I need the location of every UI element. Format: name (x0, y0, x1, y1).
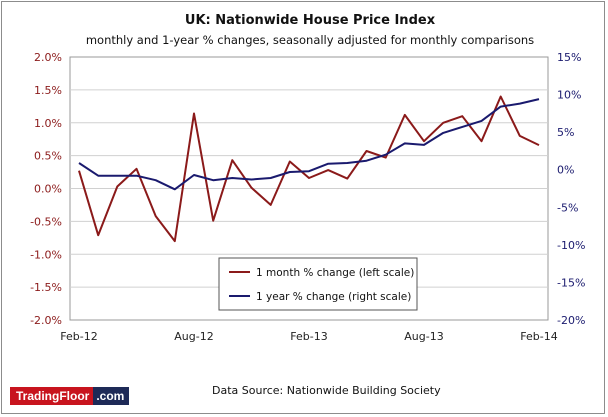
legend-label-monthly: 1 month % change (left scale) (256, 267, 414, 279)
logo-tld: .com (93, 387, 130, 405)
chart-title: UK: Nationwide House Price Index (185, 13, 436, 28)
left-tick-label: 1.5% (34, 84, 62, 97)
right-tick-label: 0% (557, 164, 574, 177)
series-line-yearly (78, 98, 540, 191)
logo-name: TradingFloor (10, 387, 94, 405)
right-tick-label: -20% (557, 314, 585, 327)
right-tick-label: -5% (557, 201, 578, 214)
x-tick-label: Feb-12 (60, 330, 97, 343)
left-tick-label: -2.0% (30, 314, 62, 327)
legend: 1 month % change (left scale) 1 year % c… (218, 257, 418, 311)
left-tick-label: -1.0% (30, 248, 62, 261)
legend-box (218, 257, 418, 311)
right-tick-label: -10% (557, 239, 585, 252)
series-line-monthly (78, 95, 540, 243)
left-tick-label: 2.0% (34, 51, 62, 64)
left-tick-label: -0.5% (30, 215, 62, 228)
x-tick-label: Feb-14 (520, 330, 557, 343)
tradingfloor-logo: TradingFloor .com (10, 387, 130, 405)
left-tick-label: 0.0% (34, 183, 62, 196)
x-tick-label: Feb-13 (290, 330, 327, 343)
chart-subtitle: monthly and 1-year % changes, seasonally… (86, 33, 534, 47)
x-tick-label: Aug-12 (174, 330, 213, 343)
left-tick-label: 1.0% (34, 117, 62, 130)
data-source: Data Source: Nationwide Building Society (212, 384, 441, 397)
right-tick-label: 10% (557, 89, 581, 102)
left-tick-label: -1.5% (30, 281, 62, 294)
left-tick-label: 0.5% (34, 150, 62, 163)
right-tick-label: 5% (557, 126, 574, 139)
legend-label-yearly: 1 year % change (right scale) (256, 291, 411, 303)
right-tick-label: -15% (557, 276, 585, 289)
x-tick-label: Aug-13 (404, 330, 443, 343)
right-tick-label: 15% (557, 51, 581, 64)
